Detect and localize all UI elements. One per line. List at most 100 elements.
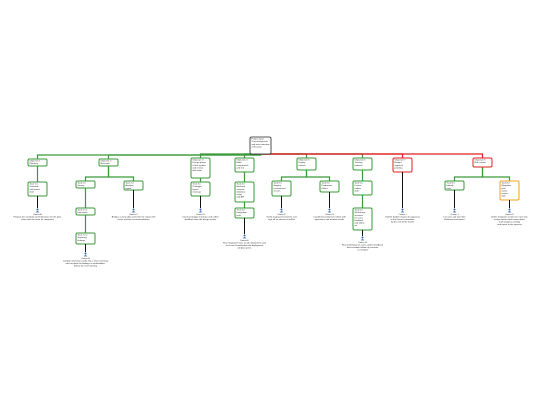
- node-label: Task 2.1.2: [78, 235, 89, 237]
- note-owner: Owner K: [505, 213, 514, 216]
- note-text: Run workshops for users, gather feedback: [342, 243, 384, 246]
- node-label: layout: [193, 188, 199, 191]
- node-label: Objective 7: [395, 159, 407, 162]
- node-box: [75, 207, 96, 216]
- note-owner: Owner D: [196, 213, 205, 216]
- node-label: Deploy: [299, 162, 307, 164]
- node-label: draft: [355, 189, 360, 192]
- node-label: report: [126, 187, 132, 190]
- node-label: Task 5.2: [322, 183, 331, 185]
- node-label: Task 2.2: [126, 183, 135, 185]
- node-label: Planning: [30, 163, 39, 165]
- node-label: Training: [355, 161, 364, 164]
- node-label: Workshops: [355, 211, 367, 214]
- person-icon: [199, 208, 202, 211]
- person-icon: [508, 208, 511, 211]
- person-icon: [280, 208, 283, 211]
- note-text: Verify staging environment and: [266, 215, 297, 218]
- note-owner: Owner A: [33, 213, 42, 216]
- node-label: services: [237, 188, 246, 191]
- person-icon: [328, 208, 331, 211]
- node-box: [296, 157, 317, 171]
- note-owner: Owner J: [450, 213, 458, 216]
- note-text: Compile interview results into a short s…: [63, 259, 109, 262]
- node-label: Objective 1: [30, 160, 42, 163]
- note-text: operations and monitor results: [315, 218, 345, 221]
- node-box: [234, 181, 255, 203]
- node-label: sessions: [355, 215, 364, 217]
- node-label: Design phase: [193, 162, 207, 164]
- node-label: Interviews: [78, 211, 89, 214]
- note-text: before the next meeting: [74, 265, 98, 268]
- note-text: and report to the sponsor: [497, 223, 522, 226]
- node-label: plan: [502, 188, 507, 190]
- note-text: as needed: [357, 250, 368, 252]
- person-icon: [279, 211, 284, 213]
- node-label: Staging: [274, 184, 282, 187]
- note-owner: Owner I: [399, 213, 407, 216]
- node-label: outline: [355, 187, 362, 190]
- node-label: and main outcome: [252, 143, 271, 146]
- node-label: Task 4.2: [237, 210, 246, 212]
- node-label: Objective 2: [101, 160, 113, 163]
- node-label: environment: [274, 187, 286, 190]
- person-icon: [327, 211, 332, 213]
- node-label: Task 6.1: [355, 183, 364, 185]
- node-label: database: [237, 190, 247, 193]
- node-label: of the plan: [252, 145, 263, 148]
- note-text: to the finance committee: [391, 218, 416, 221]
- node-label: for users: [355, 216, 364, 219]
- node-label: Objective 5: [299, 159, 311, 162]
- node-label: Identify: [447, 184, 455, 187]
- node-label: Survey: [78, 184, 86, 187]
- node-label: mockups: [193, 191, 203, 193]
- note-text: by the end of the month: [391, 221, 415, 224]
- node-label: Task 8.1: [447, 183, 456, 185]
- node-label: approval: [395, 164, 404, 167]
- node-label: of the system: [193, 164, 206, 167]
- person-icon: [360, 239, 365, 241]
- node-box: [98, 158, 119, 167]
- note-owner: Owner H: [358, 241, 367, 244]
- note-text: fix issues found before the deployment: [226, 244, 264, 247]
- person-icon: [36, 208, 39, 211]
- node-label: up: [355, 225, 358, 227]
- node-label: checks: [274, 190, 282, 192]
- node-box: [472, 157, 493, 168]
- node-label: Build: [237, 162, 243, 164]
- node-box: [190, 157, 211, 179]
- node-label: and follow: [355, 223, 365, 225]
- node-label: feedback: [355, 220, 365, 222]
- person-icon: [132, 208, 135, 211]
- node-label: owner: [502, 189, 508, 192]
- note-owner: Owner C: [129, 213, 138, 216]
- node-label: Summary: [78, 236, 88, 239]
- note-text: assign owners and review dates,: [494, 218, 526, 221]
- connector: [305, 170, 331, 181]
- person-icon: [131, 211, 136, 213]
- note-text: Coordinate production rollout with: [313, 215, 346, 218]
- node-label: Analysis: [126, 184, 135, 187]
- node-label: Risk review: [475, 161, 487, 164]
